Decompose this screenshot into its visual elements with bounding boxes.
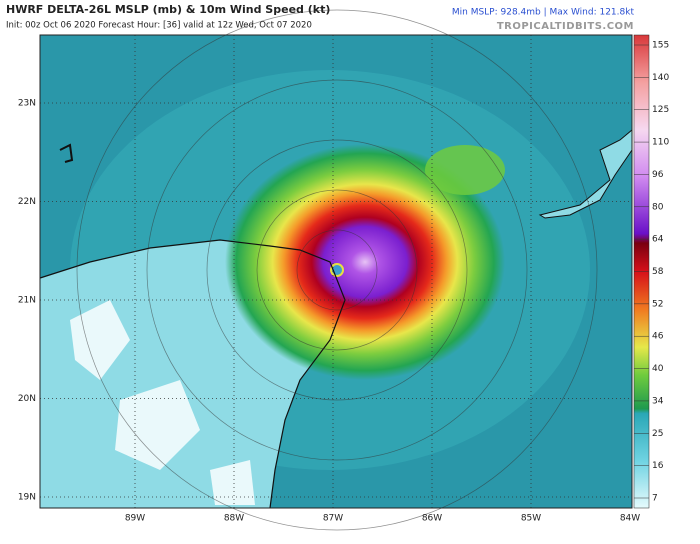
lon-label: 85W bbox=[521, 514, 541, 524]
island bbox=[59, 143, 74, 163]
title: HWRF DELTA-26L MSLP (mb) & 10m Wind Spee… bbox=[6, 3, 330, 16]
colorbar-label: 64 bbox=[652, 235, 664, 245]
lon-label: 87W bbox=[323, 514, 343, 524]
colorbar-label: 7 bbox=[652, 494, 658, 504]
map-frame bbox=[39, 34, 633, 509]
lat-label: 21N bbox=[18, 296, 36, 306]
colorbar-label: 34 bbox=[652, 396, 664, 406]
colorbar-label: 125 bbox=[652, 105, 669, 115]
hurricane-core bbox=[225, 144, 505, 380]
lon-label: 89W bbox=[125, 514, 145, 524]
rain-band bbox=[425, 145, 505, 195]
colorbar-label: 25 bbox=[652, 429, 663, 439]
lat-label: 22N bbox=[18, 197, 36, 207]
land-patch bbox=[210, 460, 255, 505]
lat-label: 20N bbox=[18, 394, 36, 404]
source: TROPICALTIDBITS.COM bbox=[497, 21, 634, 32]
map bbox=[39, 9, 633, 531]
colorbar-label: 40 bbox=[652, 364, 664, 374]
colorbar-label: 16 bbox=[652, 461, 664, 471]
land-patch bbox=[70, 300, 130, 380]
colorbar-label: 96 bbox=[652, 170, 664, 180]
lon-label: 84W bbox=[620, 514, 640, 524]
colorbar-label: 110 bbox=[652, 138, 669, 148]
colorbar-label: 52 bbox=[652, 299, 663, 309]
colorbar-label: 155 bbox=[652, 41, 669, 51]
subtitle: Init: 00z Oct 06 2020 Forecast Hour: [36… bbox=[6, 21, 312, 31]
lon-label: 86W bbox=[422, 514, 442, 524]
lat-label: 23N bbox=[18, 99, 36, 109]
lon-label: 88W bbox=[224, 514, 244, 524]
lat-label: 19N bbox=[18, 493, 36, 503]
colorbar-label: 140 bbox=[652, 73, 669, 83]
coastline bbox=[39, 239, 346, 509]
stats: Min MSLP: 928.4mb | Max Wind: 121.8kt bbox=[452, 8, 635, 18]
colorbar-label: 80 bbox=[652, 202, 664, 212]
colorbar-label: 46 bbox=[652, 332, 664, 342]
land-patch bbox=[115, 380, 200, 470]
colorbar-label: 58 bbox=[652, 267, 664, 277]
